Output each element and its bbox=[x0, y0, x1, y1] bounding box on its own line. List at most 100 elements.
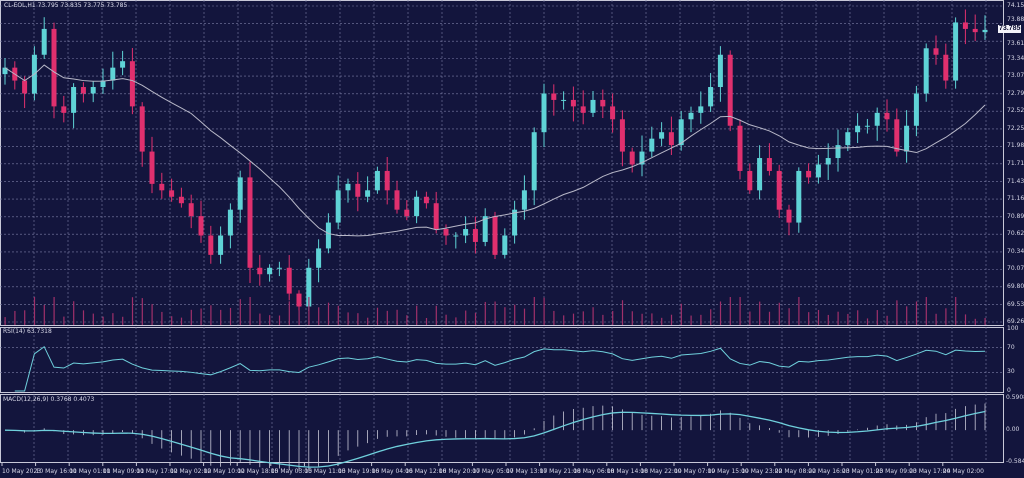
time-label: 18 May 22:00 bbox=[640, 468, 682, 475]
volume-bar bbox=[553, 310, 555, 325]
volume-bar bbox=[425, 317, 428, 325]
candle-body bbox=[570, 99, 576, 107]
candle-body bbox=[374, 170, 380, 191]
volume-bar bbox=[955, 297, 957, 325]
time-label: 15 May 11:00 bbox=[304, 468, 346, 475]
volume-bar bbox=[318, 307, 320, 325]
candle-body bbox=[806, 170, 812, 178]
candle-body bbox=[708, 87, 714, 107]
volume-bar bbox=[474, 312, 477, 325]
volume-bar bbox=[788, 308, 790, 325]
macd-tick: 0.00 bbox=[1006, 426, 1020, 434]
candle-body bbox=[90, 87, 96, 94]
price-tick: 73.885 bbox=[1007, 16, 1024, 24]
main-panel bbox=[0, 0, 1004, 326]
candle-body bbox=[619, 119, 625, 152]
candle-body bbox=[404, 209, 410, 217]
volume-bar bbox=[661, 317, 663, 325]
candle-body bbox=[845, 132, 851, 146]
volume-bar bbox=[131, 297, 134, 325]
volume-bar bbox=[445, 314, 447, 325]
volume-bar bbox=[759, 301, 761, 325]
candle-body bbox=[325, 222, 331, 249]
macd-signal-line bbox=[4, 410, 986, 468]
volume-bar bbox=[866, 318, 869, 325]
volume-bar bbox=[680, 303, 682, 325]
candle-body bbox=[766, 158, 772, 171]
candle-body bbox=[188, 203, 194, 217]
time-label: 17 May 21:00 bbox=[539, 468, 581, 475]
volume-bar bbox=[543, 297, 545, 325]
volume-bar bbox=[161, 311, 163, 325]
time-label: 22 May 08:00 bbox=[774, 468, 816, 475]
volume-bar bbox=[337, 305, 339, 325]
volume-bar bbox=[435, 305, 437, 325]
volume-bar bbox=[670, 314, 673, 325]
candle-body bbox=[953, 22, 959, 81]
volume-bar bbox=[200, 308, 202, 325]
volume-bar bbox=[533, 297, 535, 325]
candle-body bbox=[198, 216, 204, 236]
volume-bar bbox=[24, 310, 26, 325]
candle-body bbox=[492, 216, 498, 255]
macd-tick: -0.5845 bbox=[1006, 458, 1024, 465]
candle-body bbox=[110, 67, 116, 81]
candle-body bbox=[335, 190, 341, 223]
price-tick: 72.525 bbox=[1007, 107, 1024, 115]
volume-bar bbox=[514, 304, 516, 325]
volume-bar bbox=[63, 316, 65, 325]
volume-bar bbox=[778, 302, 780, 325]
volume-bar bbox=[269, 315, 271, 325]
macd-panel bbox=[0, 394, 1004, 463]
price-tick: 71.710 bbox=[1007, 159, 1024, 167]
candle-body bbox=[796, 170, 802, 223]
volume-bar bbox=[621, 300, 624, 325]
volume-bar bbox=[141, 298, 143, 325]
volume-bar bbox=[298, 310, 300, 325]
volume-bar bbox=[82, 310, 85, 325]
moving-average-line bbox=[4, 64, 986, 237]
candle-body bbox=[943, 54, 949, 81]
candle-body bbox=[600, 99, 606, 107]
volume-bar bbox=[945, 308, 947, 325]
candle-body bbox=[41, 28, 47, 55]
macd-tick: 0.5908 bbox=[1006, 394, 1024, 401]
volume-bar bbox=[739, 297, 741, 325]
time-label: 18 May 06:00 bbox=[573, 468, 615, 475]
candle-body bbox=[894, 119, 900, 152]
candle-body bbox=[159, 183, 165, 191]
candle-body bbox=[933, 48, 939, 55]
candle-body bbox=[257, 267, 263, 275]
candle-body bbox=[247, 177, 253, 268]
volume-bar bbox=[504, 307, 506, 325]
price-tick: 72.795 bbox=[1007, 89, 1024, 97]
volume-bar bbox=[719, 301, 722, 325]
volume-bar bbox=[915, 301, 918, 325]
volume-bar bbox=[220, 309, 222, 325]
volume-bar bbox=[523, 308, 526, 325]
volume-bar bbox=[112, 313, 114, 325]
candle-body bbox=[218, 235, 224, 255]
volume-bar bbox=[827, 314, 829, 325]
time-label: 24 May 02:00 bbox=[942, 468, 984, 475]
candle-body bbox=[864, 125, 870, 127]
candle-body bbox=[433, 203, 439, 230]
candle-body bbox=[267, 267, 273, 275]
candle-body bbox=[502, 235, 508, 255]
volume-bar bbox=[847, 313, 849, 325]
time-label: 12 May 18:00 bbox=[237, 468, 279, 475]
candle-body bbox=[629, 151, 635, 165]
time-label: 17 May 05:00 bbox=[472, 468, 514, 475]
volume-bar bbox=[229, 307, 232, 325]
volume-bar bbox=[416, 305, 418, 325]
volume-bar bbox=[14, 310, 16, 325]
candle-body bbox=[149, 151, 155, 184]
volume-bar bbox=[906, 306, 908, 325]
candle-body bbox=[727, 54, 733, 126]
candle-body bbox=[80, 87, 86, 94]
volume-bar bbox=[386, 310, 388, 325]
volume-bar bbox=[396, 309, 398, 325]
candle-body bbox=[904, 125, 910, 152]
candle-body bbox=[178, 196, 184, 204]
time-label: 16 May 12:00 bbox=[405, 468, 447, 475]
